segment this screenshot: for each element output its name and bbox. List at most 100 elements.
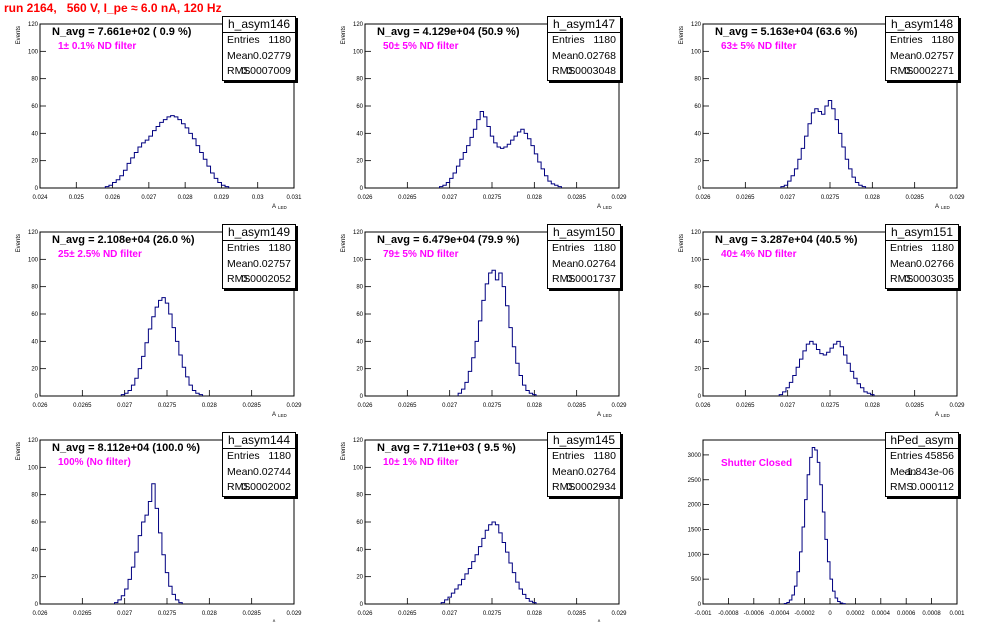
x-tick-label: 0.0275 — [483, 403, 502, 409]
x-tick-label: -0.0006 — [744, 611, 765, 617]
filter-note: 100% (No filter) — [58, 457, 131, 468]
x-axis-subscript: LED — [603, 413, 613, 418]
x-tick-label: 0.0285 — [567, 195, 586, 201]
x-tick-label: 0.026 — [32, 403, 48, 409]
y-tick-label: 60 — [356, 520, 363, 526]
y-tick-label: 2500 — [688, 478, 702, 484]
x-tick-label: 0.0008 — [922, 611, 941, 617]
stat-row-entries: Entries 1180 — [886, 33, 958, 49]
histogram-plot: 0.026 0.0265 0.027 0.0275 0.028 0.0285 0.029 0 2… — [341, 22, 627, 210]
x-tick-label: -0.0002 — [794, 611, 815, 617]
stat-row-entries: Entries 1180 — [223, 449, 295, 465]
y-tick-label: 0 — [35, 602, 39, 608]
x-axis-title: A — [597, 412, 601, 418]
x-tick-label: 0.0265 — [73, 403, 92, 409]
y-tick-label: 80 — [31, 285, 38, 291]
stat-label: Entries — [227, 34, 260, 46]
histogram-pad-h_asym145: 0.026 0.0265 0.027 0.0275 0.028 0.0285 0.029 0 2… — [341, 432, 627, 622]
y-tick-label: 20 — [31, 159, 38, 165]
x-axis-title: A — [935, 204, 939, 210]
x-tick-label: 0.028 — [527, 403, 543, 409]
x-tick-label: 0.026 — [32, 611, 48, 617]
x-axis-subscript: LED — [603, 205, 613, 210]
y-axis-title: Events — [341, 442, 347, 460]
x-tick-label: 0 — [828, 611, 832, 617]
y-tick-label: 40 — [31, 131, 38, 137]
x-tick-label: -0.0004 — [769, 611, 790, 617]
stat-label: Entries — [552, 34, 585, 46]
y-tick-label: 0 — [360, 602, 364, 608]
x-axis-subscript: LED — [278, 205, 288, 210]
x-tick-label: 0.0285 — [567, 403, 586, 409]
stat-label: Entries — [227, 450, 260, 462]
histogram-plot: -0.001 -0.0008 -0.0006 -0.0004 -0.0002 0 0.000… — [688, 439, 965, 617]
stat-value: -1.843e-06 — [903, 465, 954, 478]
x-tick-label: 0.03 — [252, 195, 264, 201]
x-tick-label: 0.0265 — [398, 403, 417, 409]
x-tick-label: 0.028 — [527, 611, 543, 617]
y-tick-label: 60 — [31, 312, 38, 318]
stat-row-entries: Entries 1180 — [548, 449, 620, 465]
y-tick-label: 1000 — [688, 552, 702, 558]
stat-value: 1180 — [931, 242, 954, 254]
n-avg-label: N_avg = 7.711e+03 ( 9.5 %) — [377, 442, 516, 454]
stat-label: Mean — [552, 49, 579, 62]
stat-label: RMS — [552, 481, 576, 493]
x-tick-label: 0.029 — [611, 611, 627, 617]
histogram-plot: 0.026 0.0265 0.027 0.0275 0.028 0.0285 0.029 0 2… — [679, 230, 965, 418]
x-tick-label: 0.0006 — [897, 611, 916, 617]
y-tick-label: 20 — [694, 367, 701, 373]
stat-box-title: h_asym147 — [548, 17, 620, 33]
y-tick-label: 20 — [31, 575, 38, 581]
stat-value: 0.02757 — [916, 49, 954, 62]
y-tick-label: 20 — [356, 367, 363, 373]
stat-value: 1180 — [593, 450, 616, 462]
x-tick-label: 0.028 — [865, 195, 881, 201]
x-axis-title: A — [272, 204, 276, 210]
y-axis-title: Events — [341, 26, 347, 44]
stat-value: 0.02744 — [253, 465, 291, 478]
y-tick-label: 60 — [694, 104, 701, 110]
histogram-pad-h_asym148: 0.026 0.0265 0.027 0.0275 0.028 0.0285 0.029 0 2… — [679, 16, 965, 210]
n-avg-label: N_avg = 5.163e+04 (63.6 %) — [715, 26, 858, 38]
histogram-pad-hPed_asym: -0.001 -0.0008 -0.0006 -0.0004 -0.0002 0 0.000… — [688, 432, 965, 620]
x-tick-label: 0.026 — [695, 195, 711, 201]
stat-box: h_asym148 Entries 1180 Mean 0.02757 RMS 0.0002… — [885, 16, 959, 81]
stat-value: 0.02766 — [916, 257, 954, 270]
x-tick-label: 0.001 — [949, 611, 965, 617]
x-tick-label: 0.0275 — [158, 611, 177, 617]
stat-row-rms: RMS 0.0001737 — [548, 272, 620, 288]
x-tick-label: 0.0275 — [158, 403, 177, 409]
stat-label: RMS — [227, 273, 251, 285]
stat-label: Mean — [552, 257, 579, 270]
y-tick-label: 120 — [28, 438, 39, 444]
x-tick-label: 0.028 — [865, 403, 881, 409]
x-tick-label: 0.029 — [286, 611, 302, 617]
y-tick-label: 40 — [31, 339, 38, 345]
y-tick-label: 80 — [356, 77, 363, 83]
x-tick-label: 0.024 — [32, 195, 48, 201]
stat-value: 0.0002052 — [241, 273, 291, 285]
y-tick-label: 80 — [31, 77, 38, 83]
y-tick-label: 100 — [353, 49, 364, 55]
stat-value: 0.02768 — [578, 49, 616, 62]
stat-row-mean: Mean 0.02766 — [886, 257, 958, 273]
stat-label: RMS — [890, 481, 914, 493]
stat-label: Mean — [552, 465, 579, 478]
y-tick-label: 120 — [353, 22, 364, 28]
stat-value: 1180 — [268, 242, 291, 254]
y-tick-label: 80 — [31, 493, 38, 499]
histogram-plot: 0.026 0.0265 0.027 0.0275 0.028 0.0285 0.029 0 2… — [679, 22, 965, 210]
stat-value: 1180 — [931, 34, 954, 46]
stat-label: RMS — [552, 65, 576, 77]
stat-row-rms: RMS 0.0003048 — [548, 64, 620, 80]
x-tick-label: 0.029 — [611, 195, 627, 201]
y-tick-label: 1500 — [688, 527, 702, 533]
n-avg-label: N_avg = 7.661e+02 ( 0.9 %) — [52, 26, 192, 38]
x-axis-title: A — [272, 620, 276, 622]
histogram-pad-h_asym151: 0.026 0.0265 0.027 0.0275 0.028 0.0285 0.029 0 2… — [679, 224, 965, 418]
stat-label: Mean — [227, 257, 254, 270]
y-tick-label: 120 — [28, 22, 39, 28]
stat-box-title: h_asym145 — [548, 433, 620, 449]
y-tick-label: 0 — [698, 602, 702, 608]
